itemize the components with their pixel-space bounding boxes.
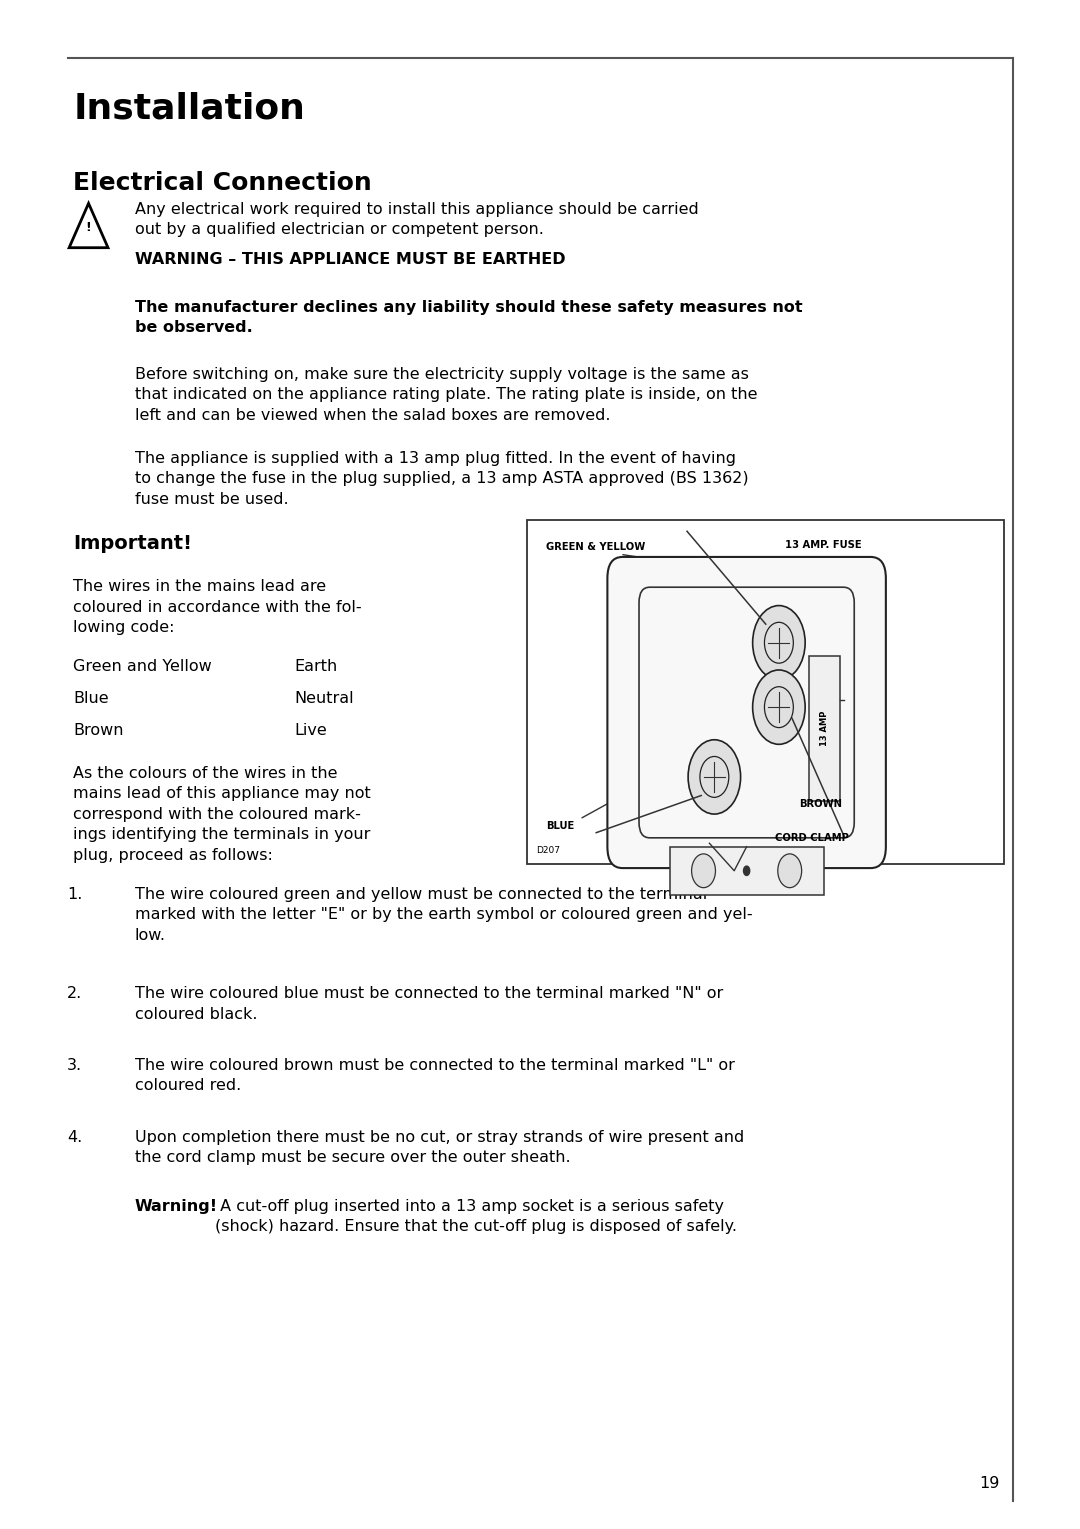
Text: 4.: 4. [67,1130,82,1145]
Text: Blue: Blue [73,691,109,706]
Text: Green and Yellow: Green and Yellow [73,659,212,674]
FancyBboxPatch shape [527,520,1004,864]
Text: Warning!: Warning! [135,1199,218,1214]
Text: 3.: 3. [67,1058,82,1073]
Text: Any electrical work required to install this appliance should be carried
out by : Any electrical work required to install … [135,202,699,237]
Text: Installation: Installation [73,92,306,125]
Circle shape [691,853,715,888]
Text: !: ! [85,220,92,234]
Text: Earth: Earth [295,659,338,674]
Text: 13 AMP. FUSE: 13 AMP. FUSE [785,540,862,549]
Text: The manufacturer declines any liability should these safety measures not
be obse: The manufacturer declines any liability … [135,300,802,335]
Text: The wire coloured green and yellow must be connected to the terminal
marked with: The wire coloured green and yellow must … [135,887,753,942]
Text: BROWN: BROWN [799,798,842,809]
Text: Brown: Brown [73,723,124,739]
Text: 1.: 1. [67,887,82,902]
Text: The wire coloured brown must be connected to the terminal marked "L" or
coloured: The wire coloured brown must be connecte… [135,1058,734,1093]
Circle shape [743,865,751,876]
Text: Electrical Connection: Electrical Connection [73,171,373,196]
Circle shape [778,853,801,888]
Text: As the colours of the wires in the
mains lead of this appliance may not
correspo: As the colours of the wires in the mains… [73,766,372,862]
Circle shape [753,670,806,745]
Text: Upon completion there must be no cut, or stray strands of wire present and
the c: Upon completion there must be no cut, or… [135,1130,744,1165]
Text: A cut-off plug inserted into a 13 amp socket is a serious safety
(shock) hazard.: A cut-off plug inserted into a 13 amp so… [215,1199,737,1234]
Text: GREEN & YELLOW: GREEN & YELLOW [546,543,646,552]
Text: Live: Live [295,723,327,739]
Text: The appliance is supplied with a 13 amp plug fitted. In the event of having
to c: The appliance is supplied with a 13 amp … [135,451,748,506]
Text: The wire coloured blue must be connected to the terminal marked "N" or
coloured : The wire coloured blue must be connected… [135,986,724,1021]
FancyBboxPatch shape [809,656,840,801]
Text: Important!: Important! [73,534,192,552]
Text: 19: 19 [980,1475,1000,1491]
Circle shape [753,605,806,680]
Text: CORD CLAMP: CORD CLAMP [775,833,849,842]
FancyBboxPatch shape [670,847,824,894]
Text: Before switching on, make sure the electricity supply voltage is the same as
tha: Before switching on, make sure the elect… [135,367,757,422]
Text: The wires in the mains lead are
coloured in accordance with the fol-
lowing code: The wires in the mains lead are coloured… [73,579,362,635]
FancyBboxPatch shape [639,587,854,838]
Text: 2.: 2. [67,986,82,1001]
Text: Neutral: Neutral [295,691,354,706]
Text: BLUE: BLUE [546,821,575,832]
Text: WARNING – THIS APPLIANCE MUST BE EARTHED: WARNING – THIS APPLIANCE MUST BE EARTHED [135,252,566,268]
FancyBboxPatch shape [607,557,886,868]
Text: 13 AMP: 13 AMP [820,711,828,746]
Circle shape [688,740,741,813]
Text: D207: D207 [537,846,561,855]
